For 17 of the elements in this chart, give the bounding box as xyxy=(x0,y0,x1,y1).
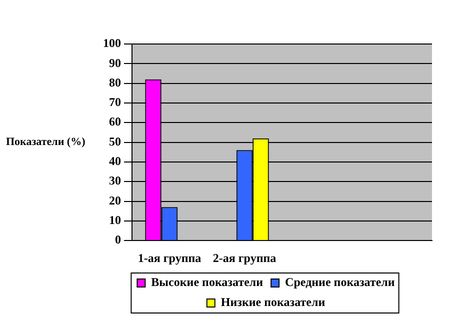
y-tick-label: 80 xyxy=(109,75,121,90)
x-tick-label: 1-ая группа xyxy=(138,250,202,265)
y-tick-label: 40 xyxy=(109,154,121,168)
y-tick-label: 20 xyxy=(109,193,121,208)
y-tick-label: 100 xyxy=(103,36,121,50)
y-tick-label: 70 xyxy=(109,95,121,110)
legend-label: Средние показатели xyxy=(285,275,395,290)
y-tick-label: 30 xyxy=(109,174,121,188)
y-tick-label: 10 xyxy=(109,213,121,228)
legend-label: Низкие показатели xyxy=(220,295,326,310)
y-axis-title: Показатели (%) xyxy=(6,136,86,148)
y-tick-label: 60 xyxy=(109,114,121,129)
y-tick-label: 0 xyxy=(115,232,121,247)
x-tick-label: 2-ая группа xyxy=(212,250,276,265)
y-tick-label: 50 xyxy=(109,134,121,148)
legend-label: Высокие показатели xyxy=(151,275,264,290)
y-tick-label: 90 xyxy=(109,56,121,70)
